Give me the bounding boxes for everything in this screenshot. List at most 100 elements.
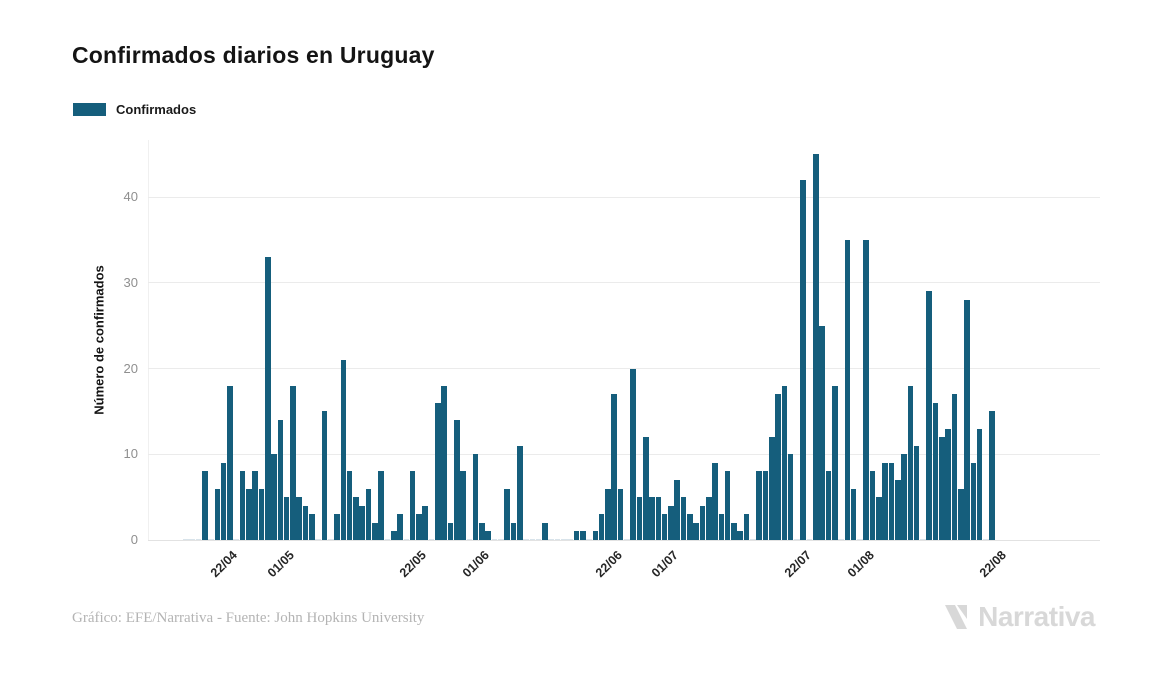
bar[interactable] xyxy=(586,538,592,540)
bar[interactable] xyxy=(636,497,643,540)
bar[interactable] xyxy=(258,488,265,540)
bar[interactable] xyxy=(542,522,548,540)
bar[interactable] xyxy=(535,538,542,540)
bar[interactable] xyxy=(649,497,655,540)
bar[interactable] xyxy=(976,428,983,540)
bar[interactable] xyxy=(724,471,731,540)
bar[interactable] xyxy=(655,497,662,540)
bar[interactable] xyxy=(309,514,315,540)
bar[interactable] xyxy=(195,538,202,540)
bar[interactable] xyxy=(624,538,630,540)
bar[interactable] xyxy=(510,522,517,540)
bar[interactable] xyxy=(353,497,359,540)
bar[interactable] xyxy=(945,428,951,540)
bar[interactable] xyxy=(554,538,561,540)
bar[interactable] xyxy=(548,538,555,540)
bar[interactable] xyxy=(390,531,397,540)
bar[interactable] xyxy=(516,445,523,540)
bar[interactable] xyxy=(485,531,492,540)
bar[interactable] xyxy=(901,454,907,540)
bar[interactable] xyxy=(806,538,813,540)
bar[interactable] xyxy=(573,531,580,540)
bar[interactable] xyxy=(983,538,989,540)
bar[interactable] xyxy=(208,538,214,540)
bar[interactable] xyxy=(825,471,832,540)
bar[interactable] xyxy=(794,538,800,540)
bar[interactable] xyxy=(453,419,460,540)
bar[interactable] xyxy=(233,538,240,540)
bar[interactable] xyxy=(296,497,303,540)
bar[interactable] xyxy=(498,538,504,540)
bar[interactable] xyxy=(359,505,366,540)
bar[interactable] xyxy=(384,538,391,540)
bar[interactable] xyxy=(435,402,441,540)
bar[interactable] xyxy=(201,471,208,540)
bar[interactable] xyxy=(630,368,636,540)
bar[interactable] xyxy=(756,471,762,540)
bar[interactable] xyxy=(699,505,706,540)
bar[interactable] xyxy=(787,454,794,540)
bar[interactable] xyxy=(932,402,939,540)
bar[interactable] xyxy=(869,471,876,540)
bar[interactable] xyxy=(762,471,769,540)
bar[interactable] xyxy=(365,488,372,540)
bar[interactable] xyxy=(567,538,573,540)
bar[interactable] xyxy=(302,505,309,540)
bar[interactable] xyxy=(768,437,775,540)
bar[interactable] xyxy=(220,462,227,540)
bar[interactable] xyxy=(844,239,851,540)
bar[interactable] xyxy=(907,385,914,540)
bar[interactable] xyxy=(504,488,510,540)
bar[interactable] xyxy=(857,538,863,540)
bar[interactable] xyxy=(441,385,447,540)
bar[interactable] xyxy=(913,445,920,540)
bar[interactable] xyxy=(277,419,284,540)
bar[interactable] xyxy=(397,514,403,540)
bar[interactable] xyxy=(926,291,933,540)
bar[interactable] xyxy=(838,538,844,540)
bar[interactable] xyxy=(378,471,384,540)
bar[interactable] xyxy=(863,239,870,540)
bar[interactable] xyxy=(334,514,340,540)
bar[interactable] xyxy=(239,471,246,540)
legend-item-confirmados[interactable]: Confirmados xyxy=(73,102,196,117)
bar[interactable] xyxy=(327,538,334,540)
bar[interactable] xyxy=(718,514,725,540)
bar[interactable] xyxy=(964,299,970,540)
bar[interactable] xyxy=(939,437,945,540)
bar[interactable] xyxy=(813,154,819,540)
bar[interactable] xyxy=(894,479,901,540)
bar[interactable] xyxy=(775,394,781,540)
bar[interactable] xyxy=(668,505,674,540)
bar[interactable] xyxy=(409,471,416,540)
bar[interactable] xyxy=(750,538,756,540)
bar[interactable] xyxy=(876,497,882,540)
bar[interactable] xyxy=(290,385,296,540)
bar[interactable] xyxy=(951,394,958,540)
bar[interactable] xyxy=(579,531,586,540)
bar[interactable] xyxy=(246,488,252,540)
bar[interactable] xyxy=(321,411,328,540)
bar[interactable] xyxy=(472,454,479,540)
bar[interactable] xyxy=(674,479,681,540)
bar[interactable] xyxy=(592,531,599,540)
bar[interactable] xyxy=(479,522,485,540)
bar[interactable] xyxy=(252,471,258,540)
bar[interactable] xyxy=(227,385,233,540)
bar[interactable] xyxy=(712,462,718,540)
bar[interactable] xyxy=(970,462,977,540)
bar[interactable] xyxy=(189,538,195,540)
bar[interactable] xyxy=(271,454,277,540)
bar[interactable] xyxy=(598,514,605,540)
bar[interactable] xyxy=(422,505,429,540)
bar[interactable] xyxy=(460,471,466,540)
bar[interactable] xyxy=(466,538,473,540)
bar[interactable] xyxy=(428,538,435,540)
bar[interactable] xyxy=(819,325,825,540)
bar[interactable] xyxy=(731,522,737,540)
bar[interactable] xyxy=(447,522,454,540)
bar[interactable] xyxy=(642,437,649,540)
bar[interactable] xyxy=(264,257,271,540)
bar[interactable] xyxy=(661,514,668,540)
bar[interactable] xyxy=(687,514,693,540)
